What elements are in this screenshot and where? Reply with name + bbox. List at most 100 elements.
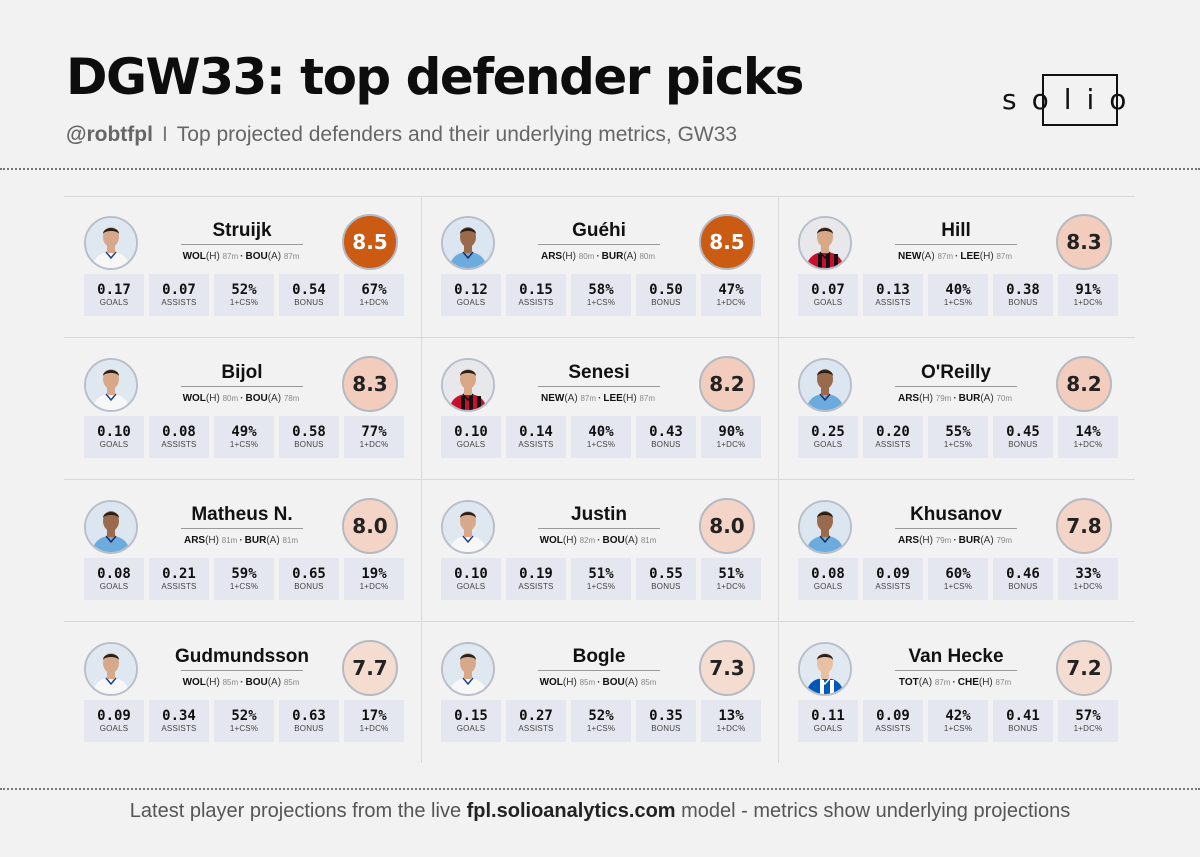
projected-score-badge: 8.5 — [699, 214, 755, 270]
stat-value: 0.19 — [519, 566, 553, 582]
stat-label: 1+CS% — [586, 440, 616, 449]
fixture: LEE(H) 87m — [960, 251, 1012, 262]
fixture-separator: · — [240, 251, 244, 262]
player-stats: 0.08 GOALS 0.09 ASSISTS 60% 1+CS% 0.46 BONUS 33%… — [798, 558, 1118, 600]
player-card[interactable]: Justin WOL(H) 82m · BOU(A) 81m 8.0 0.10 GOALS 0… — [421, 480, 778, 622]
stat-value: 77% — [361, 424, 387, 440]
player-fixtures: NEW(A) 87m · LEE(H) 87m — [870, 251, 1040, 262]
stat-label: 1+DC% — [716, 298, 746, 307]
stat-value: 0.43 — [649, 424, 683, 440]
stat-value: 90% — [718, 424, 744, 440]
stat-value: 0.08 — [811, 566, 845, 582]
stat-box: 0.19 ASSISTS — [506, 558, 566, 600]
stat-value: 52% — [588, 708, 614, 724]
player-card[interactable]: Guéhi ARS(H) 80m · BUR(A) 80m 8.5 0.12 GOALS 0.… — [421, 196, 778, 338]
stat-label: ASSISTS — [518, 298, 554, 307]
stat-box: 55% 1+CS% — [928, 416, 988, 458]
name-underline — [538, 528, 660, 529]
player-card[interactable]: Bogle WOL(H) 85m · BOU(A) 85m 7.3 0.15 GOALS 0.… — [421, 622, 778, 764]
player-fixtures: TOT(A) 87m · CHE(H) 87m — [870, 677, 1040, 688]
stat-value: 91% — [1075, 282, 1101, 298]
stat-label: ASSISTS — [518, 582, 554, 591]
fixture-minutes: 85m — [222, 678, 239, 687]
stat-value: 0.27 — [519, 708, 553, 724]
fixture-minutes: 78m — [283, 394, 300, 403]
player-name: Gudmundsson — [174, 646, 310, 667]
stat-box: 51% 1+CS% — [571, 558, 631, 600]
stat-value: 0.08 — [162, 424, 196, 440]
fixture-team: BOU — [245, 251, 268, 262]
fixture-team: WOL — [182, 251, 206, 262]
stat-box: 0.50 BONUS — [636, 274, 696, 316]
stat-label: GOALS — [99, 440, 129, 449]
player-stats: 0.08 GOALS 0.21 ASSISTS 59% 1+CS% 0.65 BONUS 19%… — [84, 558, 404, 600]
stat-label: 1+DC% — [1073, 724, 1103, 733]
fixture: CHE(H) 87m — [958, 677, 1011, 688]
stat-box: 40% 1+CS% — [571, 416, 631, 458]
stat-box: 0.15 ASSISTS — [506, 274, 566, 316]
fixture-team: BUR — [958, 393, 981, 404]
stat-box: 0.08 GOALS — [84, 558, 144, 600]
stat-box: 0.07 GOALS — [798, 274, 858, 316]
stat-box: 0.10 GOALS — [84, 416, 144, 458]
player-name: Matheus N. — [191, 504, 293, 525]
stat-box: 33% 1+DC% — [1058, 558, 1118, 600]
stat-box: 0.12 GOALS — [441, 274, 501, 316]
stat-label: ASSISTS — [875, 724, 911, 733]
player-avatar — [84, 358, 138, 412]
fixture: NEW(A) 87m — [898, 251, 953, 262]
stat-box: 0.17 GOALS — [84, 274, 144, 316]
fixture: ARS(H) 81m — [184, 535, 237, 546]
player-card[interactable]: Hill NEW(A) 87m · LEE(H) 87m 8.3 0.07 GOALS 0.1… — [778, 196, 1135, 338]
player-fixtures: WOL(H) 80m · BOU(A) 78m — [156, 393, 326, 404]
player-fixtures: WOL(H) 85m · BOU(A) 85m — [513, 677, 683, 688]
fixture-team: BOU — [245, 677, 268, 688]
stat-value: 0.21 — [162, 566, 196, 582]
stat-label: GOALS — [99, 582, 129, 591]
stat-label: ASSISTS — [518, 440, 554, 449]
player-stats: 0.17 GOALS 0.07 ASSISTS 52% 1+CS% 0.54 BONUS 67%… — [84, 274, 404, 316]
player-card[interactable]: Senesi NEW(A) 87m · LEE(H) 87m 8.2 0.10 GOALS 0… — [421, 338, 778, 480]
player-fixtures: ARS(H) 80m · BUR(A) 80m — [513, 251, 683, 262]
player-name: Senesi — [568, 362, 630, 383]
fixture-team: WOL — [539, 535, 563, 546]
footer-link[interactable]: fpl.solioanalytics.com — [466, 800, 676, 822]
fixture: LEE(H) 87m — [603, 393, 655, 404]
player-avatar — [441, 500, 495, 554]
stat-label: GOALS — [813, 440, 843, 449]
player-card[interactable]: Struijk WOL(H) 87m · BOU(A) 87m 8.5 0.17 GOALS… — [64, 196, 421, 338]
stat-value: 14% — [1075, 424, 1101, 440]
stat-box: 51% 1+DC% — [701, 558, 761, 600]
bottom-divider — [0, 788, 1200, 790]
stat-value: 0.08 — [97, 566, 131, 582]
player-card[interactable]: Van Hecke TOT(A) 87m · CHE(H) 87m 7.2 0.11 GOA… — [778, 622, 1135, 764]
player-card[interactable]: Bijol WOL(H) 80m · BOU(A) 78m 8.3 0.10 GOALS 0.… — [64, 338, 421, 480]
stat-value: 0.46 — [1006, 566, 1040, 582]
stat-box: 90% 1+DC% — [701, 416, 761, 458]
row-divider — [64, 621, 1135, 622]
player-card[interactable]: Gudmundsson WOL(H) 85m · BOU(A) 85m 7.7 0.09 G… — [64, 622, 421, 764]
fixture-team: BUR — [958, 535, 981, 546]
player-card[interactable]: O'Reilly ARS(H) 79m · BUR(A) 70m 8.2 0.25 GOAL… — [778, 338, 1135, 480]
player-card[interactable]: Matheus N. ARS(H) 81m · BUR(A) 81m 8.0 0.08 GO… — [64, 480, 421, 622]
fixture-minutes: 79m — [935, 536, 952, 545]
page-title: DGW33: top defender picks — [66, 48, 804, 106]
author-handle[interactable]: @robtfpl — [66, 123, 153, 146]
stat-box: 0.34 ASSISTS — [149, 700, 209, 742]
stat-box: 0.27 ASSISTS — [506, 700, 566, 742]
fixture-venue: (H) — [562, 677, 577, 688]
stat-label: BONUS — [1008, 724, 1038, 733]
stat-label: BONUS — [294, 298, 324, 307]
stat-label: BONUS — [651, 298, 681, 307]
stat-value: 58% — [588, 282, 614, 298]
player-card[interactable]: Khusanov ARS(H) 79m · BUR(A) 79m 7.8 0.08 GOAL… — [778, 480, 1135, 622]
player-stats: 0.25 GOALS 0.20 ASSISTS 55% 1+CS% 0.45 BONUS 14%… — [798, 416, 1118, 458]
row-divider — [64, 337, 1135, 338]
fixture-team: TOT — [898, 677, 919, 688]
fixture: ARS(H) 80m — [541, 251, 594, 262]
projected-score-badge: 8.3 — [342, 356, 398, 412]
stat-label: 1+DC% — [359, 582, 389, 591]
name-underline — [538, 386, 660, 387]
projected-score-badge: 7.2 — [1056, 640, 1112, 696]
projected-score-badge: 8.5 — [342, 214, 398, 270]
